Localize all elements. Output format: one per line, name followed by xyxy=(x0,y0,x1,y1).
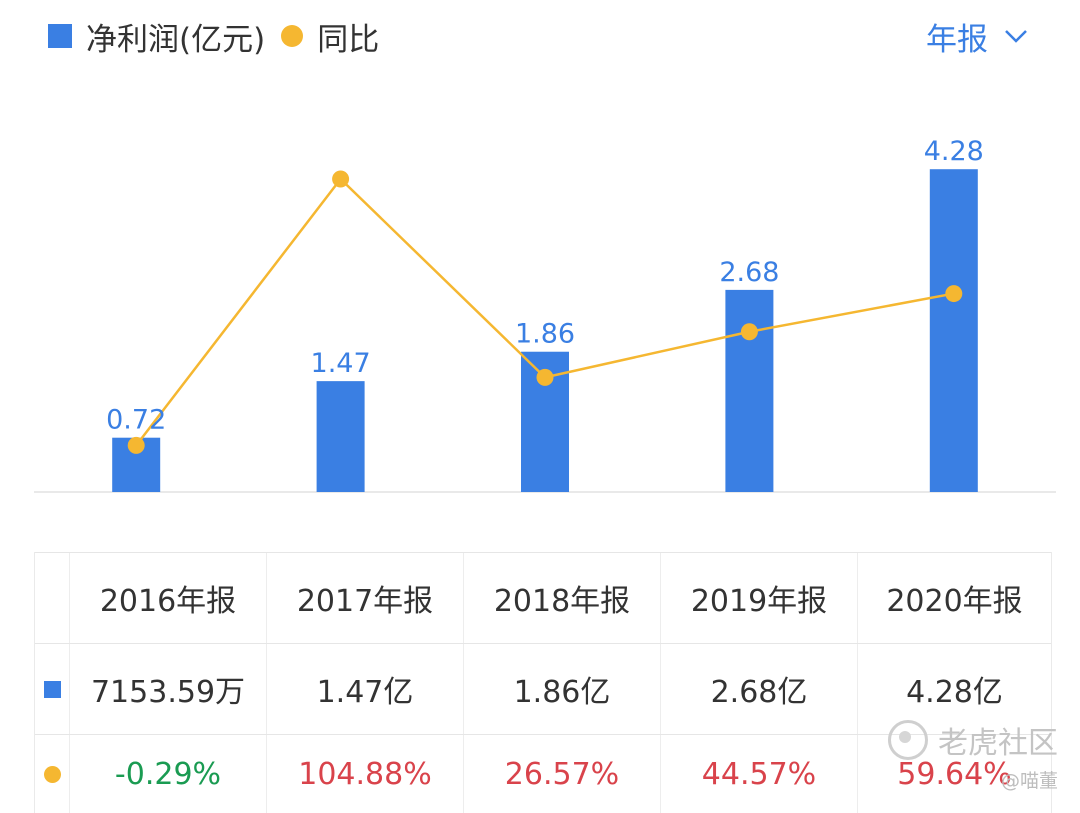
profit-value: 4.28亿 xyxy=(857,644,1051,734)
profit-value: 2.68亿 xyxy=(660,644,857,734)
table-header-cell: 2016年报 xyxy=(69,553,266,643)
period-selector-label: 年报 xyxy=(926,21,988,58)
profit-value: 7153.59万 xyxy=(69,644,266,734)
bar-legend-label: 净利润(亿元) xyxy=(86,21,266,58)
bar-value-label: 0.72 xyxy=(106,405,166,436)
table-row-yoy: -0.29% 104.88% 26.57% 44.57% 59.64% xyxy=(35,734,1051,813)
chevron-down-icon xyxy=(1005,30,1027,43)
bar-value-label: 2.68 xyxy=(719,257,779,288)
profit-bar xyxy=(316,381,365,492)
yoy-value: 59.64% xyxy=(857,735,1051,813)
yoy-point xyxy=(945,285,963,303)
yoy-point xyxy=(740,323,758,341)
watermark-brand: 老虎社区 xyxy=(938,726,1058,761)
bar-series-marker-cell xyxy=(35,644,69,734)
yoy-value: 26.57% xyxy=(463,735,660,813)
profit-value: 1.86亿 xyxy=(463,644,660,734)
yoy-point xyxy=(127,436,145,454)
table-header-cell: 2019年报 xyxy=(660,553,857,643)
line-legend-marker xyxy=(281,25,304,47)
table-header-cell: 2020年报 xyxy=(857,553,1051,643)
yoy-point xyxy=(332,170,350,188)
bar-value-label: 1.47 xyxy=(311,348,371,379)
table-header-row: 2016年报 2017年报 2018年报 2019年报 2020年报 xyxy=(35,552,1051,643)
yoy-value: -0.29% xyxy=(69,735,266,813)
profit-bar xyxy=(929,169,978,492)
bar-legend-marker xyxy=(48,24,72,48)
data-table: 2016年报 2017年报 2018年报 2019年报 2020年报 7153.… xyxy=(34,552,1052,813)
line-legend-label: 同比 xyxy=(317,21,380,58)
chart-legend: 净利润(亿元) 同比 xyxy=(48,14,379,58)
table-corner-cell xyxy=(35,553,69,643)
profit-chart: 0.72 1.47 1.86 2.68 4.28 xyxy=(34,136,1056,493)
bar-value-label: 1.86 xyxy=(515,319,575,350)
profit-bar xyxy=(725,289,774,492)
yoy-value: 44.57% xyxy=(660,735,857,813)
line-series-marker-cell xyxy=(35,735,69,813)
table-header-cell: 2017年报 xyxy=(266,553,463,643)
bar-value-label: 4.28 xyxy=(924,136,984,167)
yoy-value: 104.88% xyxy=(266,735,463,813)
profit-value: 1.47亿 xyxy=(266,644,463,734)
watermark: 老虎社区 xyxy=(888,718,1058,762)
bar-series-marker xyxy=(43,680,61,698)
line-series-marker xyxy=(43,765,61,783)
period-selector[interactable]: 年报 xyxy=(926,14,1028,58)
tiger-logo-icon xyxy=(888,720,928,760)
yoy-point xyxy=(536,368,554,386)
table-header-cell: 2018年报 xyxy=(463,553,660,643)
watermark-author: @喵董 xyxy=(1000,770,1058,792)
table-row-net-profit: 7153.59万 1.47亿 1.86亿 2.68亿 4.28亿 xyxy=(35,643,1051,734)
